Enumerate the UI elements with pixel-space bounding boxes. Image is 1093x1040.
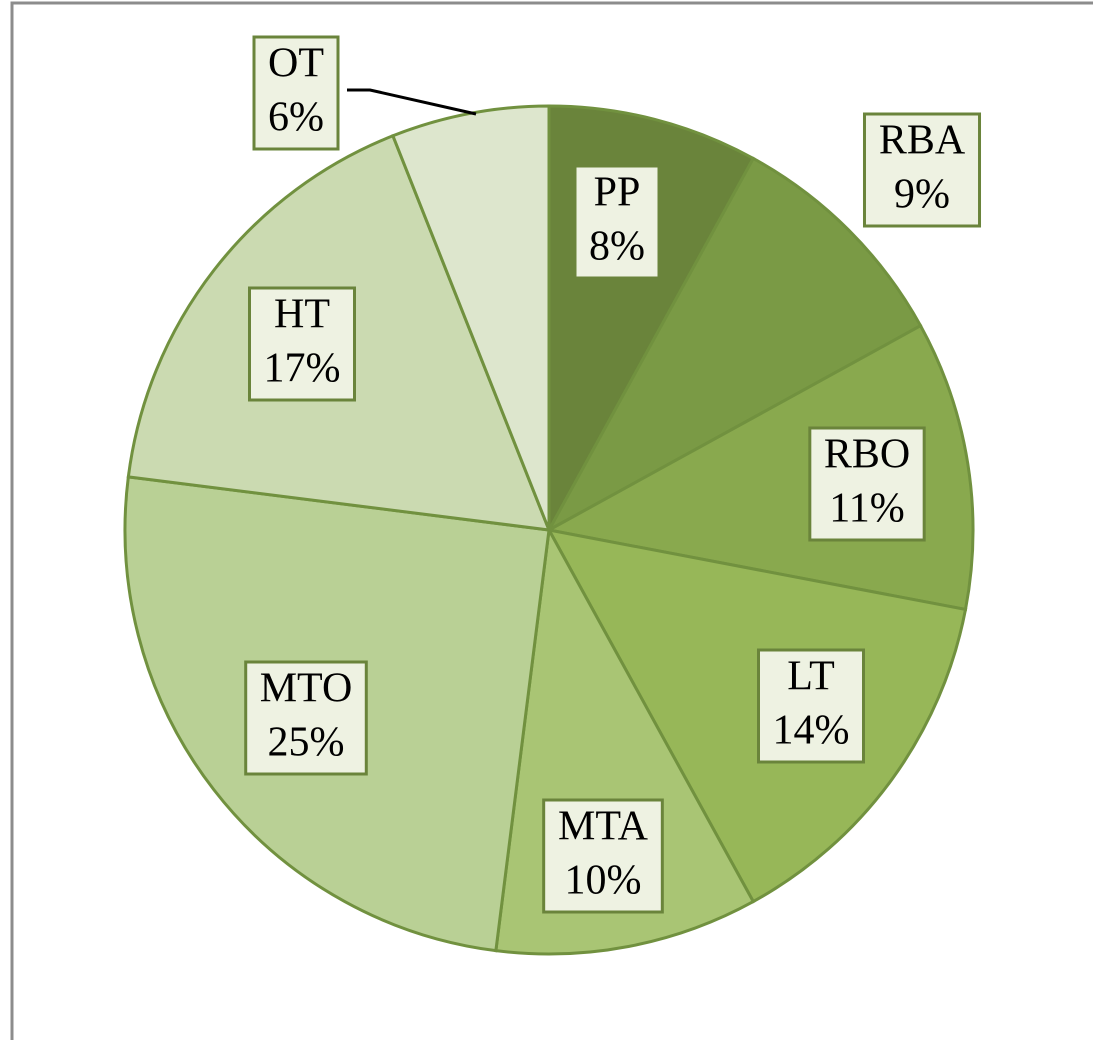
label-box [573,164,661,280]
label-box [542,798,664,914]
label-category: MTO [260,666,353,712]
label-category: RBO [824,432,910,478]
label-box [252,35,340,151]
label-value: 11% [829,486,904,532]
label-category: HT [274,292,330,338]
frame [10,1,1093,1040]
label-box [757,648,865,764]
leader-line [347,88,477,116]
label-category: LT [787,654,834,700]
label-value: 17% [264,346,341,392]
label-box [862,112,982,228]
label-box [808,426,926,542]
label-value: 9% [894,172,950,218]
label-value: 6% [268,95,324,141]
label-category: MTA [558,804,649,850]
data-labels: PP 8% RBA 9% RBO 11% LT 14% MTA 10% MTO 25% HT 17% OT 6… [244,35,982,914]
pie-slice [545,156,923,534]
label-value: 14% [773,708,850,754]
label-category: RBA [879,118,966,164]
label-value: 25% [268,720,345,766]
label-box [248,286,356,402]
label-value: 10% [565,858,642,904]
label-value: 8% [589,224,645,270]
label-category: PP [594,170,641,216]
label-category: OT [268,41,324,87]
label-box [244,660,368,776]
